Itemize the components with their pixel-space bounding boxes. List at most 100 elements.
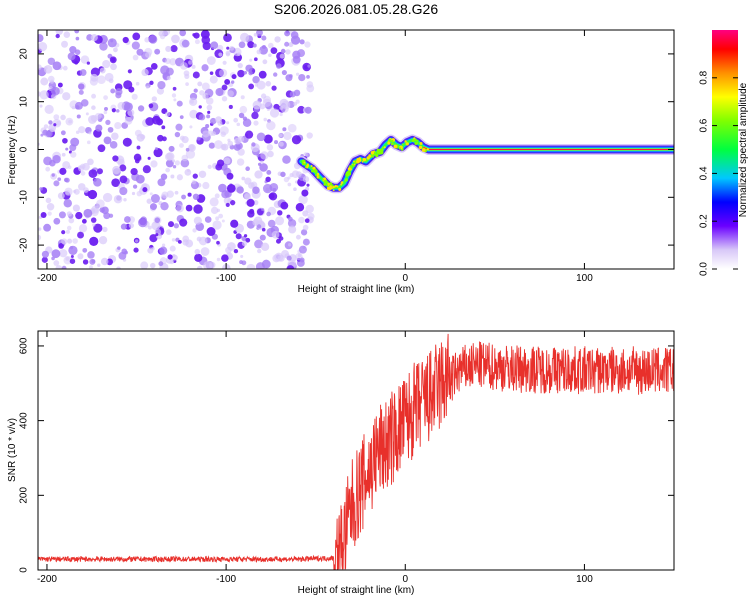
spectrogram-noise-blob (67, 52, 76, 61)
spectrogram-noise-blob (173, 98, 177, 102)
spectrogram-y-label: Frequency (Hz) (7, 116, 18, 185)
spectrogram-noise-blob (88, 131, 92, 135)
snr-y-tick-label: 600 (19, 337, 30, 354)
spectrogram-noise-blob (96, 199, 105, 209)
spectrogram-noise-blob (256, 132, 266, 142)
spectrogram-noise-blob (279, 112, 283, 117)
spectrogram-noise-blob (102, 59, 111, 69)
spectrogram-noise-blob (254, 239, 264, 249)
spectrogram-noise-blob (205, 123, 210, 129)
spectrogram-noise-blob (253, 216, 263, 225)
spectrogram-noise-blob (38, 227, 42, 231)
spectrogram-noise-blob (62, 137, 68, 144)
spectrogram-noise-blob (55, 265, 63, 269)
spectrogram-noise-blob (64, 187, 73, 196)
spectrogram-noise-blob (223, 33, 232, 43)
spectrogram-noise-blob (51, 249, 61, 259)
spectrogram-noise-blob (294, 180, 298, 184)
spectrogram-noise-blob (92, 223, 96, 227)
spectrogram-noise-blob (159, 246, 168, 255)
spectrogram-noise-blob (83, 208, 93, 218)
spectrogram-noise-blob (167, 221, 175, 228)
spectrogram-noise-blob (256, 49, 262, 55)
spectrogram-noise-blob (302, 176, 310, 183)
spectrogram-noise-blob (286, 255, 292, 261)
spectrogram-noise-blob (226, 184, 236, 193)
spectrogram-noise-blob (75, 36, 80, 41)
spectrogram-signal-speck (372, 155, 375, 158)
spectrogram-signal-speck (347, 170, 351, 175)
spectrogram-noise-blob (206, 56, 216, 65)
spectrogram-noise-blob (239, 260, 244, 265)
spectrogram-signal-speck (340, 181, 343, 185)
spectrogram-noise-blob (216, 240, 220, 245)
spectrogram-noise-blob (65, 256, 70, 261)
spectrogram-noise-blob (136, 145, 141, 150)
spectrogram-noise-blob (110, 63, 117, 71)
spectrogram-noise-blob (192, 228, 197, 233)
spectrogram-noise-blob (99, 42, 108, 51)
spectrogram-noise-blob (230, 80, 235, 84)
spectrogram-noise-blob (286, 265, 295, 269)
spectrogram-noise-blob (231, 74, 237, 80)
spectrogram-noise-blob (191, 64, 196, 69)
spectrogram-noise-blob (155, 118, 164, 126)
spectrogram-noise-blob (102, 192, 113, 203)
spectrogram-noise-blob (261, 227, 266, 232)
spectrogram-noise-blob (45, 197, 52, 204)
spectrogram-noise-blob (56, 120, 62, 126)
spectrogram-noise-blob (80, 99, 89, 107)
spectrogram-noise-blob (180, 62, 188, 70)
spectrogram-noise-blob (72, 238, 78, 244)
spectrogram-noise-blob (288, 243, 292, 247)
spectrogram-noise-blob (103, 136, 112, 145)
snr-marks (38, 333, 674, 570)
spectrogram-signal-speck (356, 159, 360, 164)
spectrogram-signal-speck (312, 166, 316, 170)
spectrogram-noise-blob (99, 207, 105, 213)
spectrogram-noise-blob (182, 239, 189, 246)
spectrogram-noise-blob (306, 84, 315, 93)
spectrogram-noise-blob (82, 247, 88, 253)
spectrogram-noise-blob (82, 259, 89, 265)
spectrogram-noise-blob (244, 177, 252, 185)
spectrogram-y-tick-label: -10 (19, 190, 30, 205)
spectrogram-noise-blob (119, 175, 128, 184)
spectrogram-noise-blob (206, 227, 216, 236)
spectrogram-noise-blob (165, 229, 172, 235)
spectrogram-noise-blob (304, 106, 312, 114)
spectrogram-noise-blob (230, 200, 236, 206)
spectrogram-noise-blob (230, 219, 239, 228)
spectrogram-noise-blob (104, 72, 114, 82)
spectrogram-noise-blob (274, 36, 281, 43)
spectrogram-noise-blob (198, 113, 206, 121)
spectrogram-noise-blob (75, 211, 83, 220)
spectrogram-noise-blob (171, 159, 176, 163)
spectrogram-signal-speck (331, 184, 334, 187)
spectrogram-noise-blob (135, 81, 140, 86)
spectrogram-noise-blob (87, 251, 95, 259)
spectrogram-noise-blob (280, 171, 286, 178)
spectrogram-noise-blob (276, 63, 282, 69)
spectrogram-noise-blob (263, 134, 273, 144)
spectrogram-noise-blob (70, 255, 74, 259)
spectrogram-noise-blob (226, 172, 234, 180)
spectrogram-noise-blob (272, 187, 277, 192)
spectrogram-noise-blob (252, 100, 262, 110)
spectrogram-noise-blob (278, 133, 283, 138)
spectrogram-noise-blob (225, 246, 232, 254)
spectrogram-noise-blob (117, 101, 126, 110)
spectrogram-signal-speck (421, 148, 426, 152)
spectrogram-noise-blob (75, 105, 80, 110)
spectrogram-noise-blob (135, 174, 145, 184)
spectrogram-noise-blob (133, 153, 142, 162)
spectrogram-noise-blob (204, 216, 212, 223)
spectrogram-noise-blob (253, 200, 259, 206)
spectrogram-noise-blob (262, 59, 268, 65)
spectrogram-noise-blob (49, 127, 55, 133)
spectrogram-noise-blob (59, 249, 68, 258)
spectrogram-noise-blob (246, 198, 255, 207)
spectrogram-noise-blob (297, 105, 306, 114)
spectrogram-noise-blob (189, 109, 198, 119)
spectrogram-y-tick-label: 0 (19, 146, 30, 152)
